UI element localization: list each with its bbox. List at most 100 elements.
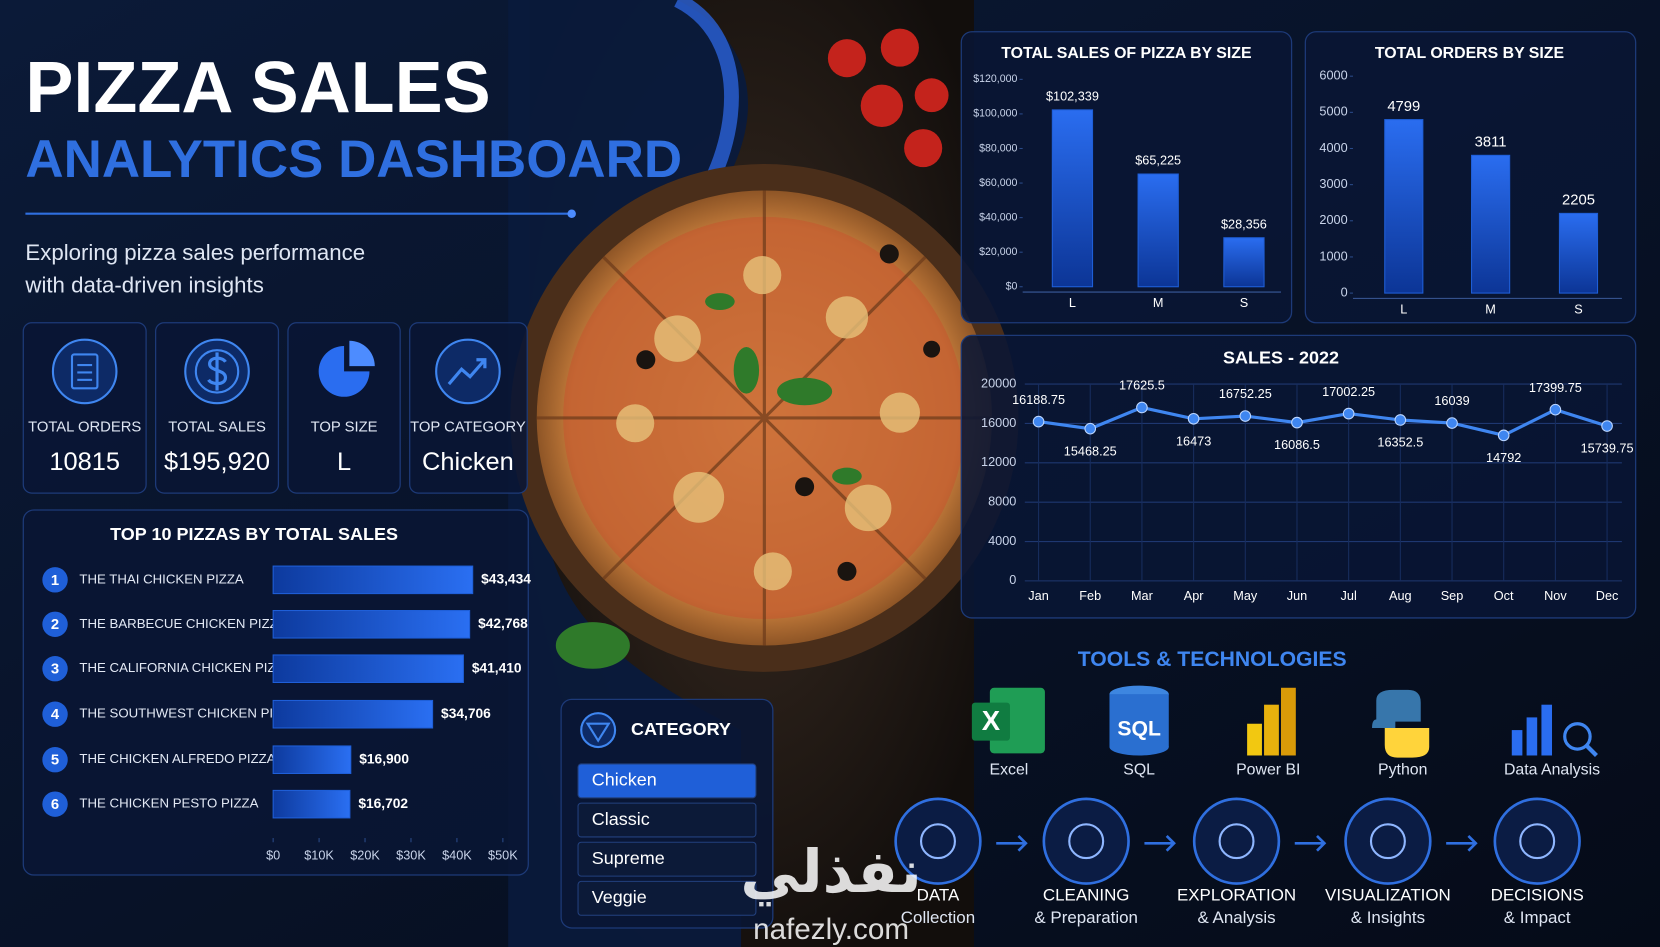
x-tick-label: Jun [1287,589,1307,603]
olives [636,244,941,581]
tool-name: Excel [990,761,1029,778]
value-label: $16,900 [359,751,409,766]
filter-option[interactable] [577,763,757,799]
value-label: 14792 [1486,451,1521,465]
y-tick-label: 4000 [1319,141,1347,155]
value-label: 16352.5 [1377,436,1423,450]
y-tick-label: THE CHICKEN PESTO PIZZA [79,796,258,811]
tools-title: TOOLS & TECHNOLOGIES [1078,648,1347,671]
sales-size-panel [960,31,1293,324]
chart-title: SALES - 2022 [1223,347,1339,367]
value-label: 4799 [1387,99,1420,115]
rank-badge [42,701,68,727]
basil [555,293,862,669]
tool-name: Power BI [1236,761,1300,778]
value-label: 16473 [1176,434,1211,448]
point [1446,417,1458,429]
value-label: 16086.5 [1274,438,1320,452]
point [1291,416,1303,429]
process-subtitle: & Impact [1504,908,1571,927]
value-label: 2205 [1562,193,1595,209]
value-label: 3811 [1475,135,1507,151]
process-step [1344,797,1432,885]
x-tick-label: S [1240,296,1248,310]
watermark-url: nafezly.com [753,913,909,946]
rank: 3 [51,662,59,678]
process-subtitle: & Preparation [1034,908,1138,927]
y-tick-label: $120,000 [973,73,1017,85]
value-label: 15739.75 [1581,442,1634,456]
x-tick-label: $40K [442,848,472,862]
filter-option[interactable] [577,802,757,838]
value-label: $102,339 [1046,90,1099,104]
x-tick-label: Mar [1131,589,1154,603]
chart-title: TOP 10 PIZZAS BY TOTAL SALES [110,524,398,544]
value-label: $16,702 [358,796,408,811]
category-title: CATEGORY [631,719,731,739]
tool-icons [971,685,1598,758]
filter-option-label: Chicken [592,770,657,790]
value-label: $34,706 [441,706,491,721]
bar [1471,154,1511,294]
filter-option[interactable] [577,880,757,916]
tool-name: Python [1378,761,1427,778]
process-title: CLEANING [1043,886,1130,905]
title: PIZZA SALES [25,48,490,128]
value-label: 16039 [1434,394,1469,408]
filter-option[interactable] [577,841,757,877]
chart-title: TOTAL SALES OF PIZZA BY SIZE [1001,45,1251,62]
rank-badge [42,747,68,773]
point [1497,429,1510,442]
rank-badge [42,567,68,593]
process-subtitle: & Analysis [1197,908,1275,927]
bar [1137,173,1179,288]
x-tick-label: $20K [350,848,380,862]
value-label: 16752.25 [1219,387,1272,401]
point [1394,414,1407,426]
rank-badge [42,791,68,817]
y-tick-label: $80,000 [979,142,1017,154]
value-label: $43,434 [481,571,531,586]
y-tick-label: 4000 [988,534,1016,548]
cheese [616,256,920,591]
process-step [894,797,982,885]
kpi-label: TOTAL ORDERS [28,419,141,435]
process-arrow [1144,834,1176,852]
point [1136,401,1148,414]
bar [272,609,471,639]
value-label: 17399.75 [1529,381,1582,395]
top-pizzas-panel [22,509,529,876]
x-tick-label: S [1574,302,1582,316]
bar [272,654,464,684]
value-label: $41,410 [472,660,522,675]
bar [272,565,474,595]
kpi-icons [51,338,501,405]
y-tick-label: THE THAI CHICKEN PIZZA [79,571,244,586]
kpi-label: TOP SIZE [311,419,378,435]
process-title: DECISIONS [1491,886,1584,905]
process-icon [1369,823,1406,860]
bar [272,745,352,775]
point [1032,415,1045,428]
y-tick-label: 16000 [981,416,1016,430]
x-tick-label: Oct [1494,589,1514,603]
x-tick-label: $50K [488,848,518,862]
point [1187,412,1200,425]
x-tick-label: Sep [1441,589,1464,603]
bar [1558,212,1599,294]
tool-name: Data Analysis [1504,761,1600,778]
rank: 2 [51,617,59,633]
x-tick-label: L [1069,296,1076,310]
process-arrow [1446,834,1478,852]
process-step [1042,797,1130,885]
process-arrow [996,834,1028,852]
bar [272,699,434,729]
y-tick-label: 8000 [988,495,1016,509]
value-label: 16188.75 [1012,393,1065,407]
process-title: EXPLORATION [1177,886,1296,905]
bar [272,789,351,819]
y-tick-label: 0 [1341,285,1348,299]
rank: 5 [51,753,59,769]
